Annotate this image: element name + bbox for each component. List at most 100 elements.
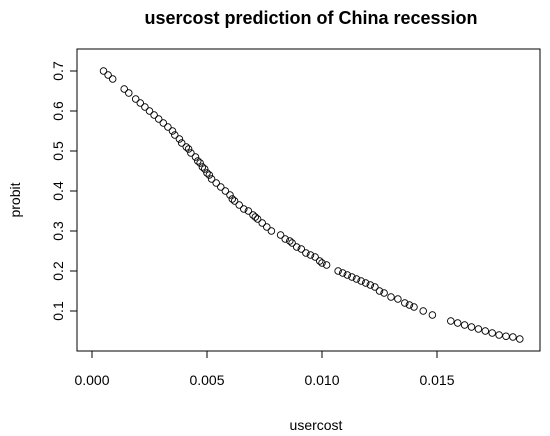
y-tick-label: 0.7 (50, 61, 66, 81)
chart-title: usercost prediction of China recession (144, 8, 477, 28)
data-point (187, 149, 195, 157)
data-point (318, 259, 326, 267)
data-point (315, 257, 324, 265)
data-point (387, 293, 395, 301)
data-point (184, 145, 193, 153)
data-point (467, 323, 476, 331)
data-point (235, 201, 243, 209)
data-point (357, 277, 365, 285)
data-point (338, 269, 347, 277)
data-point (366, 281, 375, 289)
x-axis: 0.000 0.005 0.010 0.015 (74, 350, 455, 388)
plot-frame (76, 48, 541, 352)
data-point (453, 319, 462, 327)
data-point (474, 325, 483, 333)
data-point (203, 169, 211, 177)
data-point (509, 333, 517, 341)
data-point (481, 327, 490, 335)
data-point (150, 111, 158, 119)
data-point (322, 261, 331, 269)
data-point (159, 119, 168, 127)
data-point (99, 67, 108, 75)
data-point (302, 249, 310, 257)
data-point (230, 197, 239, 205)
data-point (502, 332, 510, 340)
data-point (145, 107, 154, 115)
data-point (251, 213, 260, 221)
data-point (226, 191, 234, 199)
data-point (401, 299, 409, 307)
data-point (136, 99, 145, 107)
data-point (108, 75, 117, 83)
data-point (253, 215, 262, 223)
data-point (488, 329, 496, 337)
data-point (168, 127, 177, 135)
data-point (343, 271, 352, 279)
data-point (419, 307, 427, 315)
data-point (249, 211, 257, 219)
data-point (263, 223, 271, 231)
data-point (460, 321, 469, 329)
data-point (182, 143, 191, 151)
data-point (297, 245, 306, 253)
data-point (405, 301, 414, 309)
data-point (207, 175, 216, 183)
data-point (200, 165, 209, 173)
data-point (125, 89, 133, 97)
data-point (120, 85, 128, 93)
y-tick-label: 0.6 (50, 101, 66, 121)
data-point (131, 95, 140, 103)
data-point (281, 235, 289, 243)
data-point (175, 135, 184, 143)
data-point (267, 227, 276, 235)
data-point (191, 153, 200, 161)
data-point (288, 239, 296, 247)
data-point (240, 205, 248, 213)
data-point (244, 207, 253, 215)
data-point (154, 115, 163, 123)
data-point (516, 335, 524, 343)
data-point (348, 273, 356, 281)
data-point (428, 311, 437, 319)
data-point (198, 163, 207, 171)
data-point (394, 295, 402, 303)
data-point (258, 219, 266, 227)
data-point (141, 103, 149, 111)
data-points (99, 67, 524, 343)
data-point (311, 253, 319, 261)
data-point (194, 157, 202, 165)
data-point (205, 171, 214, 179)
y-tick-label: 0.5 (50, 141, 66, 161)
data-point (228, 195, 237, 203)
x-tick-label: 0.010 (304, 372, 339, 388)
data-point (410, 303, 418, 311)
data-point (352, 275, 361, 283)
data-point (212, 179, 220, 187)
data-point (447, 317, 455, 325)
data-point (196, 159, 204, 167)
data-point (361, 279, 370, 287)
data-point (217, 183, 225, 191)
data-point (164, 123, 172, 131)
y-tick-label: 0.1 (50, 301, 66, 321)
x-tick-label: 0.005 (189, 372, 224, 388)
x-tick-label: 0.000 (74, 372, 109, 388)
data-point (221, 187, 230, 195)
data-point (276, 231, 285, 239)
x-axis-label: usercost (290, 417, 343, 433)
data-point (495, 331, 503, 339)
data-point (375, 287, 384, 295)
data-point (171, 131, 179, 139)
x-tick-label: 0.015 (419, 372, 454, 388)
y-axis: 0.1 0.2 0.3 0.4 0.5 0.6 0.7 (50, 61, 78, 321)
data-point (104, 71, 112, 79)
data-point (334, 267, 342, 275)
data-point (380, 289, 388, 297)
data-point (177, 139, 186, 147)
data-point (292, 243, 301, 251)
y-axis-label: probit (7, 182, 23, 217)
data-point (306, 251, 315, 259)
y-tick-label: 0.2 (50, 261, 66, 281)
data-point (371, 283, 379, 291)
